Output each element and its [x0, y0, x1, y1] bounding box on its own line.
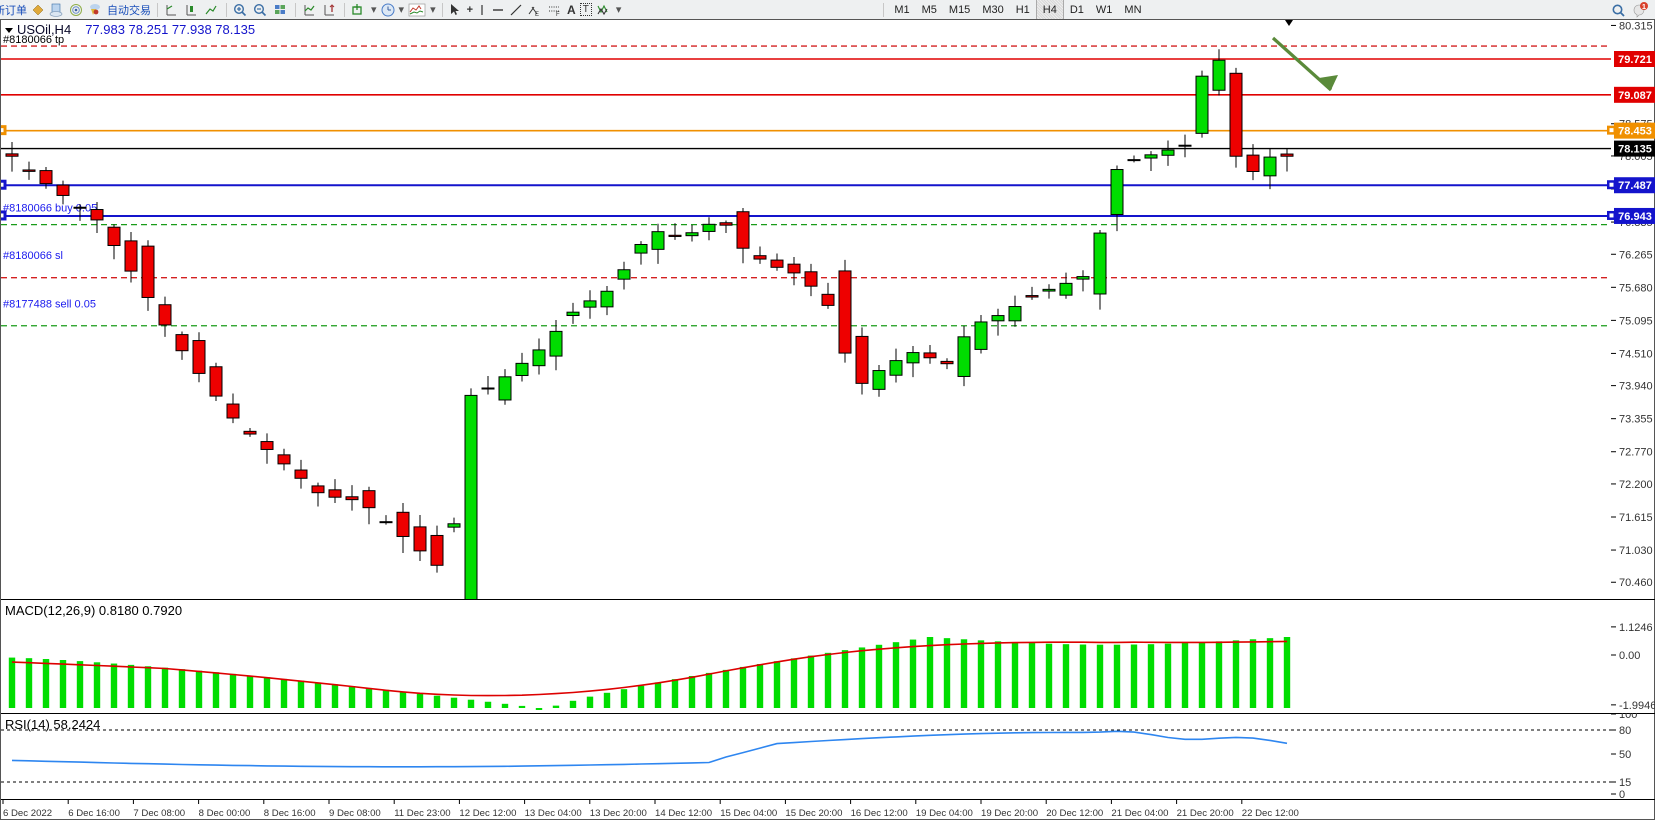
svg-text:1.1246: 1.1246	[1619, 622, 1653, 634]
svg-text:21 Dec 04:00: 21 Dec 04:00	[1111, 808, 1168, 819]
svg-text:13 Dec 04:00: 13 Dec 04:00	[525, 808, 582, 819]
svg-text:73.355: 73.355	[1619, 414, 1653, 426]
svg-text:E: E	[535, 12, 539, 17]
svg-text:50: 50	[1619, 749, 1631, 761]
svg-text:1: 1	[1642, 2, 1646, 11]
svg-text:77.487: 77.487	[1618, 180, 1652, 192]
svg-text:100: 100	[1619, 713, 1637, 721]
svg-text:15 Dec 20:00: 15 Dec 20:00	[785, 808, 842, 819]
svg-text:75.095: 75.095	[1619, 315, 1653, 327]
svg-text:78.453: 78.453	[1618, 126, 1652, 138]
svg-text:78.135: 78.135	[1618, 144, 1652, 156]
svg-text:20 Dec 12:00: 20 Dec 12:00	[1046, 808, 1103, 819]
svg-text:14 Dec 12:00: 14 Dec 12:00	[655, 808, 712, 819]
svg-text:12 Dec 12:00: 12 Dec 12:00	[459, 808, 516, 819]
svg-text:80.315: 80.315	[1619, 20, 1653, 32]
svg-text:76.943: 76.943	[1618, 211, 1652, 223]
svg-text:71.030: 71.030	[1619, 545, 1653, 557]
svg-text:11 Dec 23:00: 11 Dec 23:00	[394, 808, 450, 819]
svg-text:15: 15	[1619, 777, 1631, 789]
svg-text:#8177488 sell 0.05: #8177488 sell 0.05	[3, 298, 96, 310]
svg-text:6 Dec 2022: 6 Dec 2022	[3, 808, 52, 819]
svg-text:8 Dec 00:00: 8 Dec 00:00	[199, 808, 251, 819]
svg-text:-1.9946: -1.9946	[1619, 700, 1655, 712]
svg-text:21 Dec 20:00: 21 Dec 20:00	[1177, 808, 1234, 819]
svg-text:19 Dec 20:00: 19 Dec 20:00	[981, 808, 1038, 819]
svg-text:79.087: 79.087	[1618, 90, 1652, 102]
svg-text:79.721: 79.721	[1618, 54, 1652, 66]
svg-text:0.00: 0.00	[1619, 650, 1640, 662]
svg-text:74.510: 74.510	[1619, 348, 1653, 360]
svg-text:72.200: 72.200	[1619, 479, 1653, 491]
svg-text:F: F	[556, 12, 560, 17]
svg-text:7 Dec 08:00: 7 Dec 08:00	[133, 808, 185, 819]
svg-text:71.615: 71.615	[1619, 512, 1653, 524]
svg-text:16 Dec 12:00: 16 Dec 12:00	[851, 808, 908, 819]
svg-text:0: 0	[1619, 789, 1625, 799]
svg-text:73.940: 73.940	[1619, 381, 1653, 393]
svg-text:22 Dec 12:00: 22 Dec 12:00	[1242, 808, 1299, 819]
svg-text:75.680: 75.680	[1619, 282, 1653, 294]
svg-text:19 Dec 04:00: 19 Dec 04:00	[916, 808, 973, 819]
svg-text:#8180066 tp: #8180066 tp	[3, 34, 64, 46]
svg-text:76.265: 76.265	[1619, 249, 1653, 261]
svg-text:8 Dec 16:00: 8 Dec 16:00	[264, 808, 316, 819]
svg-text:80: 80	[1619, 725, 1631, 737]
svg-text:6 Dec 16:00: 6 Dec 16:00	[68, 808, 120, 819]
svg-text:#8180066 sl: #8180066 sl	[3, 250, 63, 262]
svg-text:15 Dec 04:00: 15 Dec 04:00	[720, 808, 777, 819]
svg-text:9 Dec 08:00: 9 Dec 08:00	[329, 808, 381, 819]
svg-text:72.770: 72.770	[1619, 447, 1653, 459]
svg-text:70.460: 70.460	[1619, 577, 1653, 589]
svg-text:13 Dec 20:00: 13 Dec 20:00	[590, 808, 647, 819]
